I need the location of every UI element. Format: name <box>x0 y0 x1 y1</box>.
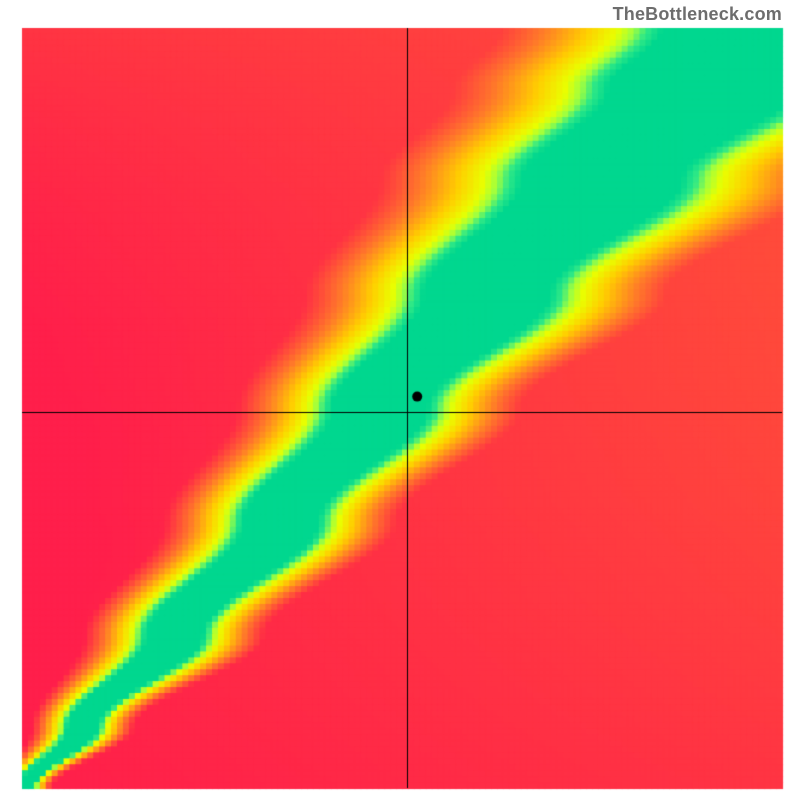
watermark-label: TheBottleneck.com <box>613 4 782 25</box>
bottleneck-heatmap <box>0 0 800 800</box>
